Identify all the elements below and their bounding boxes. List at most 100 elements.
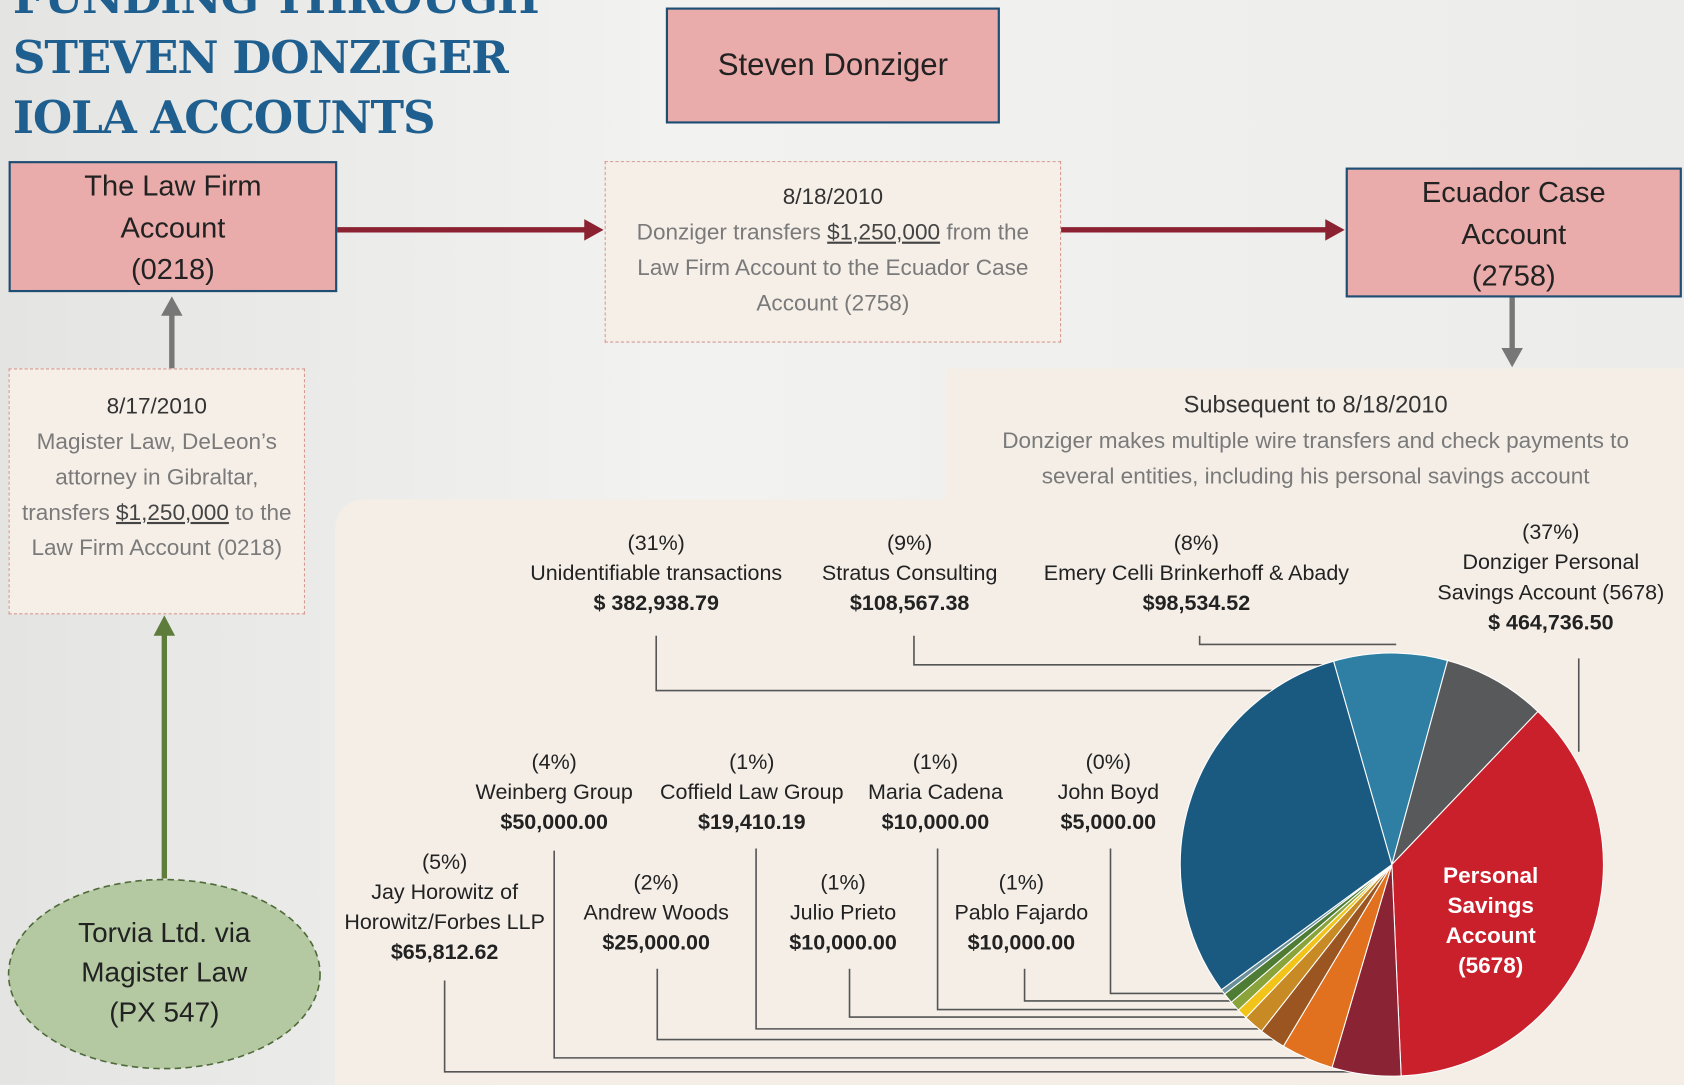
text: Donziger transfers (636, 220, 828, 245)
node-line: Ecuador Case (1421, 176, 1606, 209)
transfer-box: 8/18/2010 Donziger transfers $1,250,000 … (604, 161, 1062, 343)
name: Andrew Woods (583, 901, 729, 925)
amount-label: $65,812.62 (390, 940, 499, 965)
pie-label-line: Account (1446, 923, 1537, 948)
arrowhead (1501, 347, 1523, 368)
pie-label-line: Personal (1443, 863, 1538, 888)
transfer-date: 8/17/2010 (106, 394, 207, 419)
arrowhead (161, 296, 183, 316)
pie-label-line: Savings (1447, 893, 1533, 918)
node-line: Account (120, 211, 226, 244)
name: Julio Prieto (789, 901, 897, 925)
percent-label: (9%) (886, 531, 933, 556)
amount: $1,250,000 (827, 220, 941, 245)
leader-line (1109, 848, 1230, 995)
slice-label: (5%) Jay Horowitz of Horowitz/Forbes LLP $… (343, 847, 547, 967)
percent-label: (31%) (627, 531, 685, 556)
pie-slice (1391, 659, 1539, 865)
leader-line (553, 850, 1338, 1059)
slice-label: (1%) Pablo Fajardo $10,000.00 (941, 868, 1102, 958)
pie-slice (1391, 710, 1604, 1077)
percent-label: (1%) (820, 870, 866, 895)
amount-label: $10,000.00 (967, 931, 1076, 955)
name: Stratus Consulting (821, 561, 998, 586)
amount-label: $19,410.19 (698, 810, 806, 835)
node-line: (2758) (1471, 259, 1556, 293)
slice-label: (0%) John Boyd $5,000.00 (1044, 747, 1173, 837)
ecuador-node: Ecuador Case Account (2758) (1345, 167, 1682, 298)
subsequent-text: Donziger makes multiple wire transfers a… (1002, 428, 1630, 489)
percent-label: (1%) (912, 750, 959, 775)
node-line: (PX 547) (109, 995, 220, 1028)
percent-label: (5%) (421, 850, 468, 875)
name: Maria Cadena (867, 780, 1003, 805)
arrowhead (153, 615, 176, 636)
amount-label: $50,000.00 (500, 810, 608, 835)
title-line: IOLA ACCOUNTS (12, 91, 436, 144)
slice-label: (1%) Coffield Law Group $19,410.19 (655, 747, 848, 837)
leader-line (1023, 968, 1236, 1002)
slice-label: (1%) Julio Prieto $10,000.00 (768, 868, 918, 958)
text: to the Law Firm Account (0218) (31, 500, 292, 561)
leader-line (656, 968, 1279, 1041)
amount-label: $98,534.52 (1142, 591, 1251, 616)
arrowhead (584, 219, 604, 241)
leader-line (443, 980, 1354, 1073)
leader-line (848, 968, 1252, 1018)
name: Weinberg Group (475, 780, 633, 805)
transfer-date: 8/18/2010 (782, 184, 884, 210)
name: Pablo Fajardo (954, 901, 1089, 925)
text: Magister Law, DeLeon’s attorney in Gibra… (21, 429, 277, 526)
name: Coffield Law Group (660, 780, 844, 805)
torvia-node: Torvia Ltd. via Magister Law (PX 547) (9, 913, 320, 1032)
amount-label: $108,567.38 (849, 591, 970, 616)
name: Emery Celli Brinkerhoff & Abady (1043, 561, 1350, 586)
transfer-box: 8/17/2010 Magister Law, DeLeon’s attorne… (8, 368, 306, 615)
amount-label: $10,000.00 (789, 931, 897, 955)
title-line: STEVEN DONZIGER (12, 31, 509, 84)
transfer-text: Magister Law, DeLeon’s attorney in Gibra… (20, 424, 293, 566)
slice-label: (9%) Stratus Consulting $108,567.38 (808, 528, 1012, 618)
leader-lines (443, 635, 1580, 1073)
subsequent-heading: Subsequent to 8/18/2010 (1183, 390, 1448, 418)
title: FUNDING THROUGH STEVEN DONZIGER IOLA ACC… (12, 0, 540, 148)
percent-label: (1%) (998, 870, 1045, 895)
pie-label: Personal Savings Account (5678) (1443, 863, 1538, 978)
percent-label: (2%) (633, 870, 679, 895)
amount-label: $10,000.00 (881, 810, 990, 835)
node-line: (0218) (130, 253, 215, 286)
node-line: Torvia Ltd. via (78, 916, 251, 949)
name: Donziger Personal Savings Account (5678) (1437, 550, 1665, 605)
percent-label: (1%) (729, 750, 775, 775)
node-line: Account (1461, 218, 1567, 251)
leader-line (1198, 635, 1397, 646)
percent-label: (0%) (1085, 750, 1132, 775)
percent-label: (37%) (1522, 520, 1580, 545)
title-line: FUNDING THROUGH (13, 0, 540, 28)
transfer-text: Donziger transfers $1,250,000 from the L… (621, 215, 1045, 321)
text: from the Law Firm Account to the Ecuador… (637, 220, 1030, 316)
slice-label: (8%) Emery Celli Brinkerhoff & Abady $98,5… (1035, 528, 1357, 618)
subsequent: Subsequent to 8/18/2010 Donziger makes m… (967, 387, 1665, 494)
amount-label: $25,000.00 (602, 931, 710, 955)
name: Unidentifiable transactions (530, 561, 783, 586)
pie-label-line: (5678) (1458, 953, 1523, 978)
leader-line (936, 848, 1241, 1011)
amount-label: $ 464,736.50 (1488, 611, 1614, 635)
slice-label: (4%) Weinberg Group $50,000.00 (468, 747, 640, 837)
donziger-node: Steven Donziger (665, 7, 1000, 124)
node-line: Magister Law (81, 955, 248, 989)
law-firm-node: The Law Firm Account (0218) (8, 161, 338, 293)
source-node (7, 878, 321, 1070)
leader-line (655, 635, 1279, 692)
leader-line (755, 848, 1268, 1030)
slice-label: (37%) Donziger Personal Savings Account (… (1422, 518, 1680, 638)
percent-label: (8%) (1173, 531, 1220, 556)
node-line: The Law Firm (84, 169, 262, 202)
percent-label: (4%) (531, 750, 577, 775)
slice-label: (31%) Unidentifiable transactions $ 382,93… (517, 528, 796, 618)
pie-slice (1332, 652, 1449, 867)
amount-label: $5,000.00 (1060, 810, 1157, 835)
